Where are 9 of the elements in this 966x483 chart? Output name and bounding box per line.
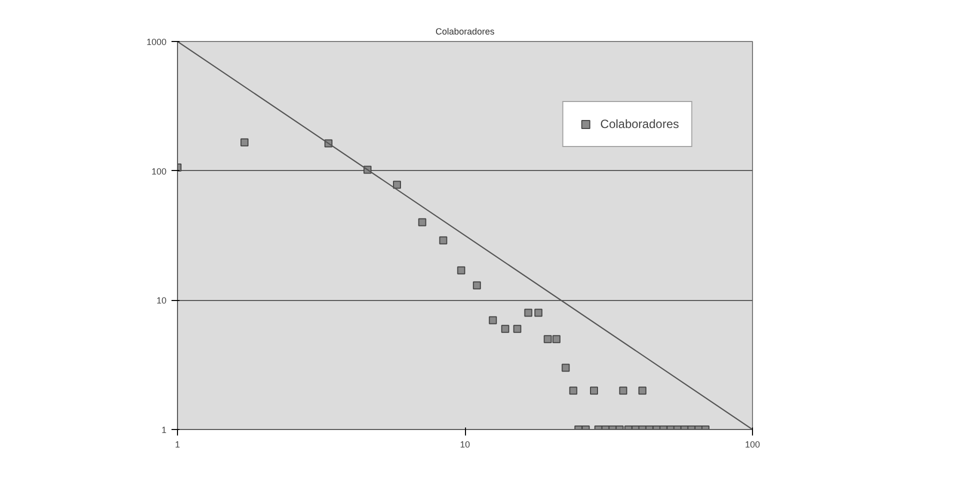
x-tick-label: 100: [744, 440, 760, 450]
y-tick-label: 1: [161, 425, 167, 435]
legend-label: Colaboradores: [600, 117, 679, 131]
x-tick-label: 1: [174, 440, 180, 450]
y-tick-label: 10: [156, 296, 167, 306]
y-tick-label: 100: [151, 166, 167, 176]
y-tick-label: 1000: [146, 37, 167, 47]
x-tick-label: 10: [460, 440, 470, 450]
chart-title: Colaboradores: [435, 26, 496, 36]
